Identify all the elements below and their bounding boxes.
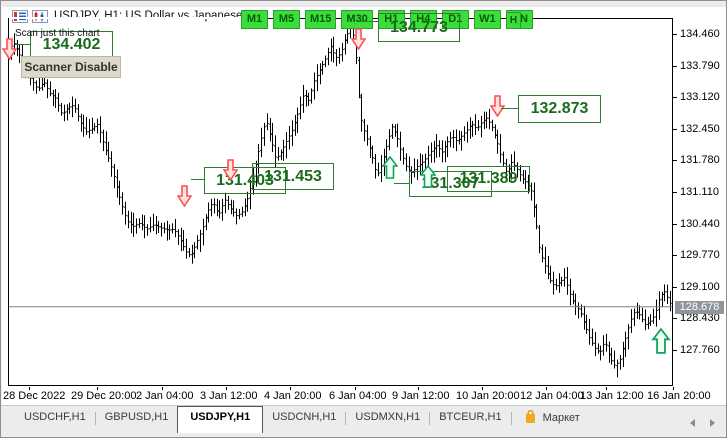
- timeframe-buttons: M1M5M15M30H1H4D1W1MN: [241, 10, 533, 29]
- time-axis-tick: [546, 387, 547, 390]
- price-axis-label: 128.430: [680, 312, 720, 325]
- timeframe-button-h1[interactable]: H1: [377, 10, 405, 29]
- tab-usdchf-h1[interactable]: USDCHF,H1: [24, 411, 86, 423]
- tab-market-label: Маркет: [542, 411, 580, 424]
- time-axis-tick: [355, 387, 356, 390]
- tabs-scroll-right-icon[interactable]: [710, 419, 715, 427]
- price-axis-label: 133.790: [680, 59, 720, 72]
- tab-divider: [94, 412, 96, 425]
- timeframe-button-w1[interactable]: W1: [473, 10, 501, 29]
- time-axis-tick: [162, 387, 163, 390]
- timeframe-button-m5[interactable]: M5: [273, 10, 300, 29]
- tab-divider: [345, 412, 347, 425]
- market-bag-icon: [525, 410, 535, 423]
- timeframe-button-h[interactable]: H: [506, 12, 521, 29]
- timeframe-button-h4[interactable]: H4: [409, 10, 437, 29]
- price-axis-label: 131.110: [680, 186, 719, 199]
- price-axis-tick: [673, 318, 677, 320]
- tab-market[interactable]: Маркет: [512, 406, 589, 424]
- price-axis-tick: [673, 223, 677, 225]
- price-axis-tick: [673, 34, 677, 35]
- tab-usdmxn-h1[interactable]: USDMXN,H1: [355, 411, 421, 423]
- time-axis-tick: [290, 387, 291, 390]
- time-axis-tick: [226, 387, 227, 390]
- price-axis-label: 129.100: [680, 280, 720, 293]
- price-axis-label: 132.450: [680, 122, 720, 135]
- time-axis-label: 12 Jan 04:00: [520, 390, 584, 402]
- price-axis-tick: [673, 128, 677, 130]
- price-axis-tick: [673, 65, 677, 67]
- price-axis-label: 127.760: [680, 344, 720, 357]
- timeframe-button-d1[interactable]: D1: [441, 10, 469, 29]
- price-axis-tick: [673, 350, 677, 352]
- time-axis-label: 3 Jan 12:00: [200, 390, 258, 402]
- report-icon[interactable]: [12, 10, 28, 23]
- time-axis-label: 2 Jan 04:00: [136, 390, 194, 402]
- time-axis-tick: [482, 387, 483, 390]
- price-axis: 134.460 133.790 133.120 132.450 131.780 131.1…: [673, 18, 726, 386]
- price-axis-tick: [673, 255, 677, 257]
- time-axis-tick: [673, 387, 674, 390]
- price-axis-tick: [673, 192, 677, 194]
- tab-usdcnh-h1[interactable]: USDCNH,H1: [272, 411, 337, 423]
- time-axis-tick: [418, 387, 419, 390]
- price-axis-tick: [673, 160, 677, 162]
- symbol-tabs: USDCHF,H1 GBPUSD,H1 USDJPY,H1 USDCNH,H1 USDM…: [15, 406, 589, 433]
- price-axis-tick: [673, 97, 677, 99]
- price-axis-label: 133.120: [680, 91, 720, 104]
- time-axis-label: 4 Jan 20:00: [264, 390, 322, 402]
- chart-title: USDJPY, H1: US Dollar vs Japanese Yen: [54, 10, 265, 22]
- price-axis-tick: [673, 286, 677, 288]
- time-axis-tick: [29, 387, 30, 390]
- symbol-tab-bar: USDCHF,H1 GBPUSD,H1 USDJPY,H1 USDCNH,H1 USDM…: [1, 405, 726, 437]
- time-axis-label: 28 Dec 2022: [3, 390, 66, 402]
- tab-btceur-h1[interactable]: BTCEUR,H1: [439, 411, 502, 423]
- price-axis-label: 129.770: [680, 249, 720, 262]
- time-axis-label: 16 Jan 20:00: [647, 390, 711, 402]
- tab-gbpusd-h1[interactable]: GBPUSD,H1: [104, 411, 169, 423]
- current-price-tag: 128.678: [675, 300, 724, 314]
- time-axis-tick: [606, 387, 607, 390]
- time-axis-label: 6 Jan 04:00: [329, 390, 387, 402]
- time-axis-label: 29 Dec 20:00: [71, 390, 137, 402]
- timeframe-button-m15[interactable]: M15: [305, 10, 337, 29]
- time-axis: 28 Dec 2022 29 Dec 20:00 2 Jan 04:00 3 Jan …: [1, 386, 726, 405]
- time-axis-label: 9 Jan 12:00: [392, 390, 450, 402]
- timeframe-button-m1[interactable]: M1: [241, 10, 268, 29]
- time-axis-tick: [97, 387, 98, 390]
- tab-usdjpy-h1[interactable]: USDJPY,H1: [177, 406, 264, 433]
- price-axis-label: 130.440: [680, 217, 720, 230]
- price-axis-label: 134.460: [680, 28, 720, 40]
- timeframe-button-m30[interactable]: M30: [341, 10, 373, 29]
- time-axis-label: 13 Jan 12:00: [580, 390, 644, 402]
- tab-divider: [510, 412, 512, 425]
- tabs-scroll-left-icon[interactable]: [690, 419, 695, 427]
- border-cover: [9, 17, 241, 19]
- price-axis-label: 131.780: [680, 154, 720, 167]
- time-axis-label: 10 Jan 20:00: [456, 390, 520, 402]
- scanner-disable-button[interactable]: Scanner Disable: [21, 56, 121, 78]
- tab-divider: [429, 412, 431, 425]
